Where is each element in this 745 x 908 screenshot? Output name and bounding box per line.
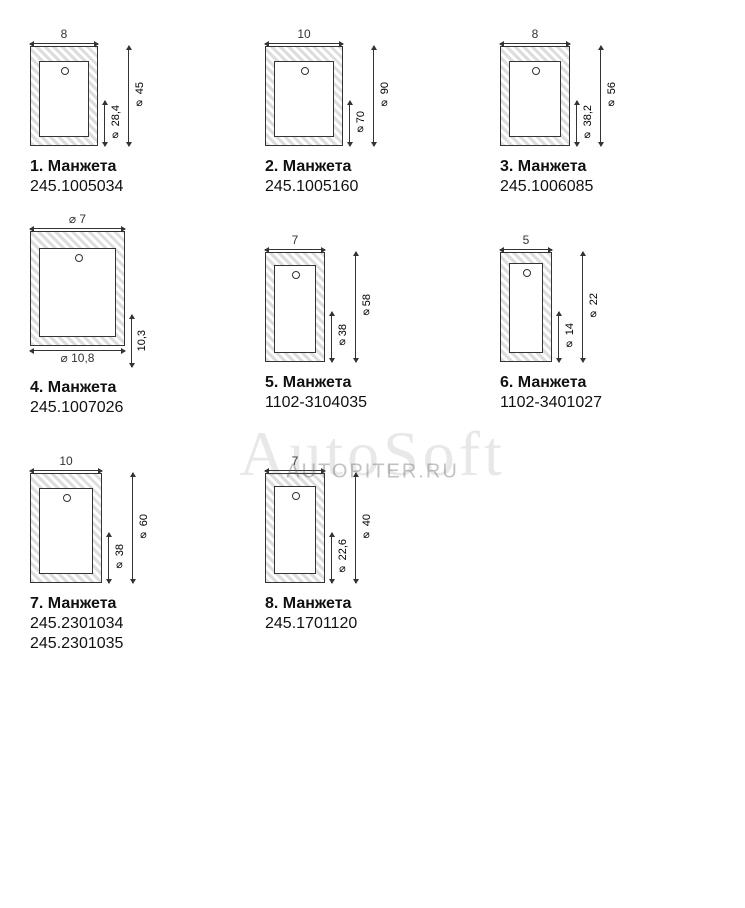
- item-index: 1.: [30, 158, 48, 175]
- part-number: 245.1007026: [30, 399, 123, 417]
- dim-top-label: 7: [265, 454, 325, 468]
- item-label: Манжета: [518, 374, 587, 391]
- item-label: Манжета: [48, 595, 117, 612]
- dim-vertical-label: ⌀ 40: [360, 514, 373, 542]
- seal-profile: [500, 252, 552, 362]
- item-index: 2.: [265, 158, 283, 175]
- dim-vertical-label: ⌀ 38,2: [581, 105, 594, 142]
- seal-item-8: 7 ⌀ 22,6 ⌀ 40 8. Манжета 245.1701120: [265, 447, 480, 653]
- item-title: 2. Манжета: [265, 158, 351, 176]
- item-label: Манжета: [283, 158, 352, 175]
- item-title: 1. Манжета: [30, 158, 116, 176]
- item-label: Манжета: [283, 374, 352, 391]
- dim-vertical-label: ⌀38: [336, 324, 349, 349]
- dim-vertical-label: ⌀70: [354, 111, 367, 136]
- dim-vertical-label: ⌀ 22,6: [336, 539, 349, 576]
- item-index: 3.: [500, 158, 518, 175]
- seal-profile: [30, 231, 125, 346]
- item-title: 3. Манжета: [500, 158, 586, 176]
- seal-item-6: 5 ⌀ 14 ⌀ 22 6. Манжета 1102-3401027: [500, 226, 715, 417]
- seal-item-7: 10 ⌀ 38 ⌀ 60 7. Манжета 245.2301034 245.23010…: [30, 447, 245, 653]
- part-number: 245.1006085: [500, 178, 593, 196]
- part-number: 1102-3104035: [265, 394, 367, 412]
- dim-top-label: 10: [265, 27, 343, 41]
- item-index: 5.: [265, 374, 283, 391]
- dim-top-label: 8: [30, 27, 98, 41]
- dim-top-label: 5: [500, 233, 552, 247]
- dim-top-label: 7: [265, 233, 325, 247]
- part-number: 1102-3401027: [500, 394, 602, 412]
- item-label: Манжета: [283, 595, 352, 612]
- item-title: 4. Манжета: [30, 379, 116, 397]
- dim-vertical-label: ⌀ 14: [563, 323, 576, 351]
- seal-item-5: 7 ⌀38 ⌀58 5. Манжета 1102-3104035: [265, 226, 480, 417]
- dim-vertical-label: ⌀ 90: [378, 82, 391, 110]
- item-title: 8. Манжета: [265, 595, 351, 613]
- dim-top-label: 10: [30, 454, 102, 468]
- item-index: 4.: [30, 379, 48, 396]
- seal-profile: [265, 46, 343, 146]
- seal-profile: [500, 46, 570, 146]
- seal-profile: [30, 46, 98, 146]
- part-number: 245.1005160: [265, 178, 358, 196]
- dim-vertical-label: ⌀ 56: [605, 82, 618, 110]
- part-number: 245.2301035: [30, 635, 123, 653]
- seal-item-3: 8 ⌀ 38,2 ⌀ 56 3. Манжета 245.1006085: [500, 20, 715, 196]
- part-number: 245.1701120: [265, 615, 357, 633]
- item-index: 8.: [265, 595, 283, 612]
- seal-profile: [30, 473, 102, 583]
- dim-vertical-label: ⌀ 45: [133, 82, 146, 110]
- part-number: 245.1005034: [30, 178, 123, 196]
- dim-vertical-label: ⌀ 60: [137, 514, 150, 542]
- item-label: Манжета: [48, 379, 117, 396]
- dim-vertical-label: ⌀58: [360, 294, 373, 319]
- item-title: 7. Манжета: [30, 595, 116, 613]
- seal-profile: [265, 252, 325, 362]
- dim-vertical-label: 10,3: [136, 330, 148, 351]
- item-index: 7.: [30, 595, 48, 612]
- dim-vertical-label: ⌀ 38: [113, 544, 126, 572]
- seal-item-4: ⌀ 7⌀ 10,810,34. Манжета245.1007026: [30, 226, 245, 417]
- seal-profile: [265, 473, 325, 583]
- item-label: Манжета: [48, 158, 117, 175]
- dim-vertical-label: ⌀ 28,4: [109, 105, 122, 142]
- item-index: 6.: [500, 374, 518, 391]
- dim-vertical-label: ⌀ 22: [587, 293, 600, 321]
- item-title: 6. Манжета: [500, 374, 586, 392]
- item-label: Манжета: [518, 158, 587, 175]
- seal-item-1: 8 ⌀ 28,4 ⌀ 45 1. Манжета 245.1005034: [30, 20, 245, 196]
- item-title: 5. Манжета: [265, 374, 351, 392]
- part-number: 245.2301034: [30, 615, 123, 633]
- dim-top-label: ⌀ 7: [30, 212, 125, 226]
- seal-item-2: 10 ⌀70 ⌀ 90 2. Манжета 245.1005160: [265, 20, 480, 196]
- dim-bottom-label: ⌀ 10,8: [30, 351, 125, 365]
- dim-top-label: 8: [500, 27, 570, 41]
